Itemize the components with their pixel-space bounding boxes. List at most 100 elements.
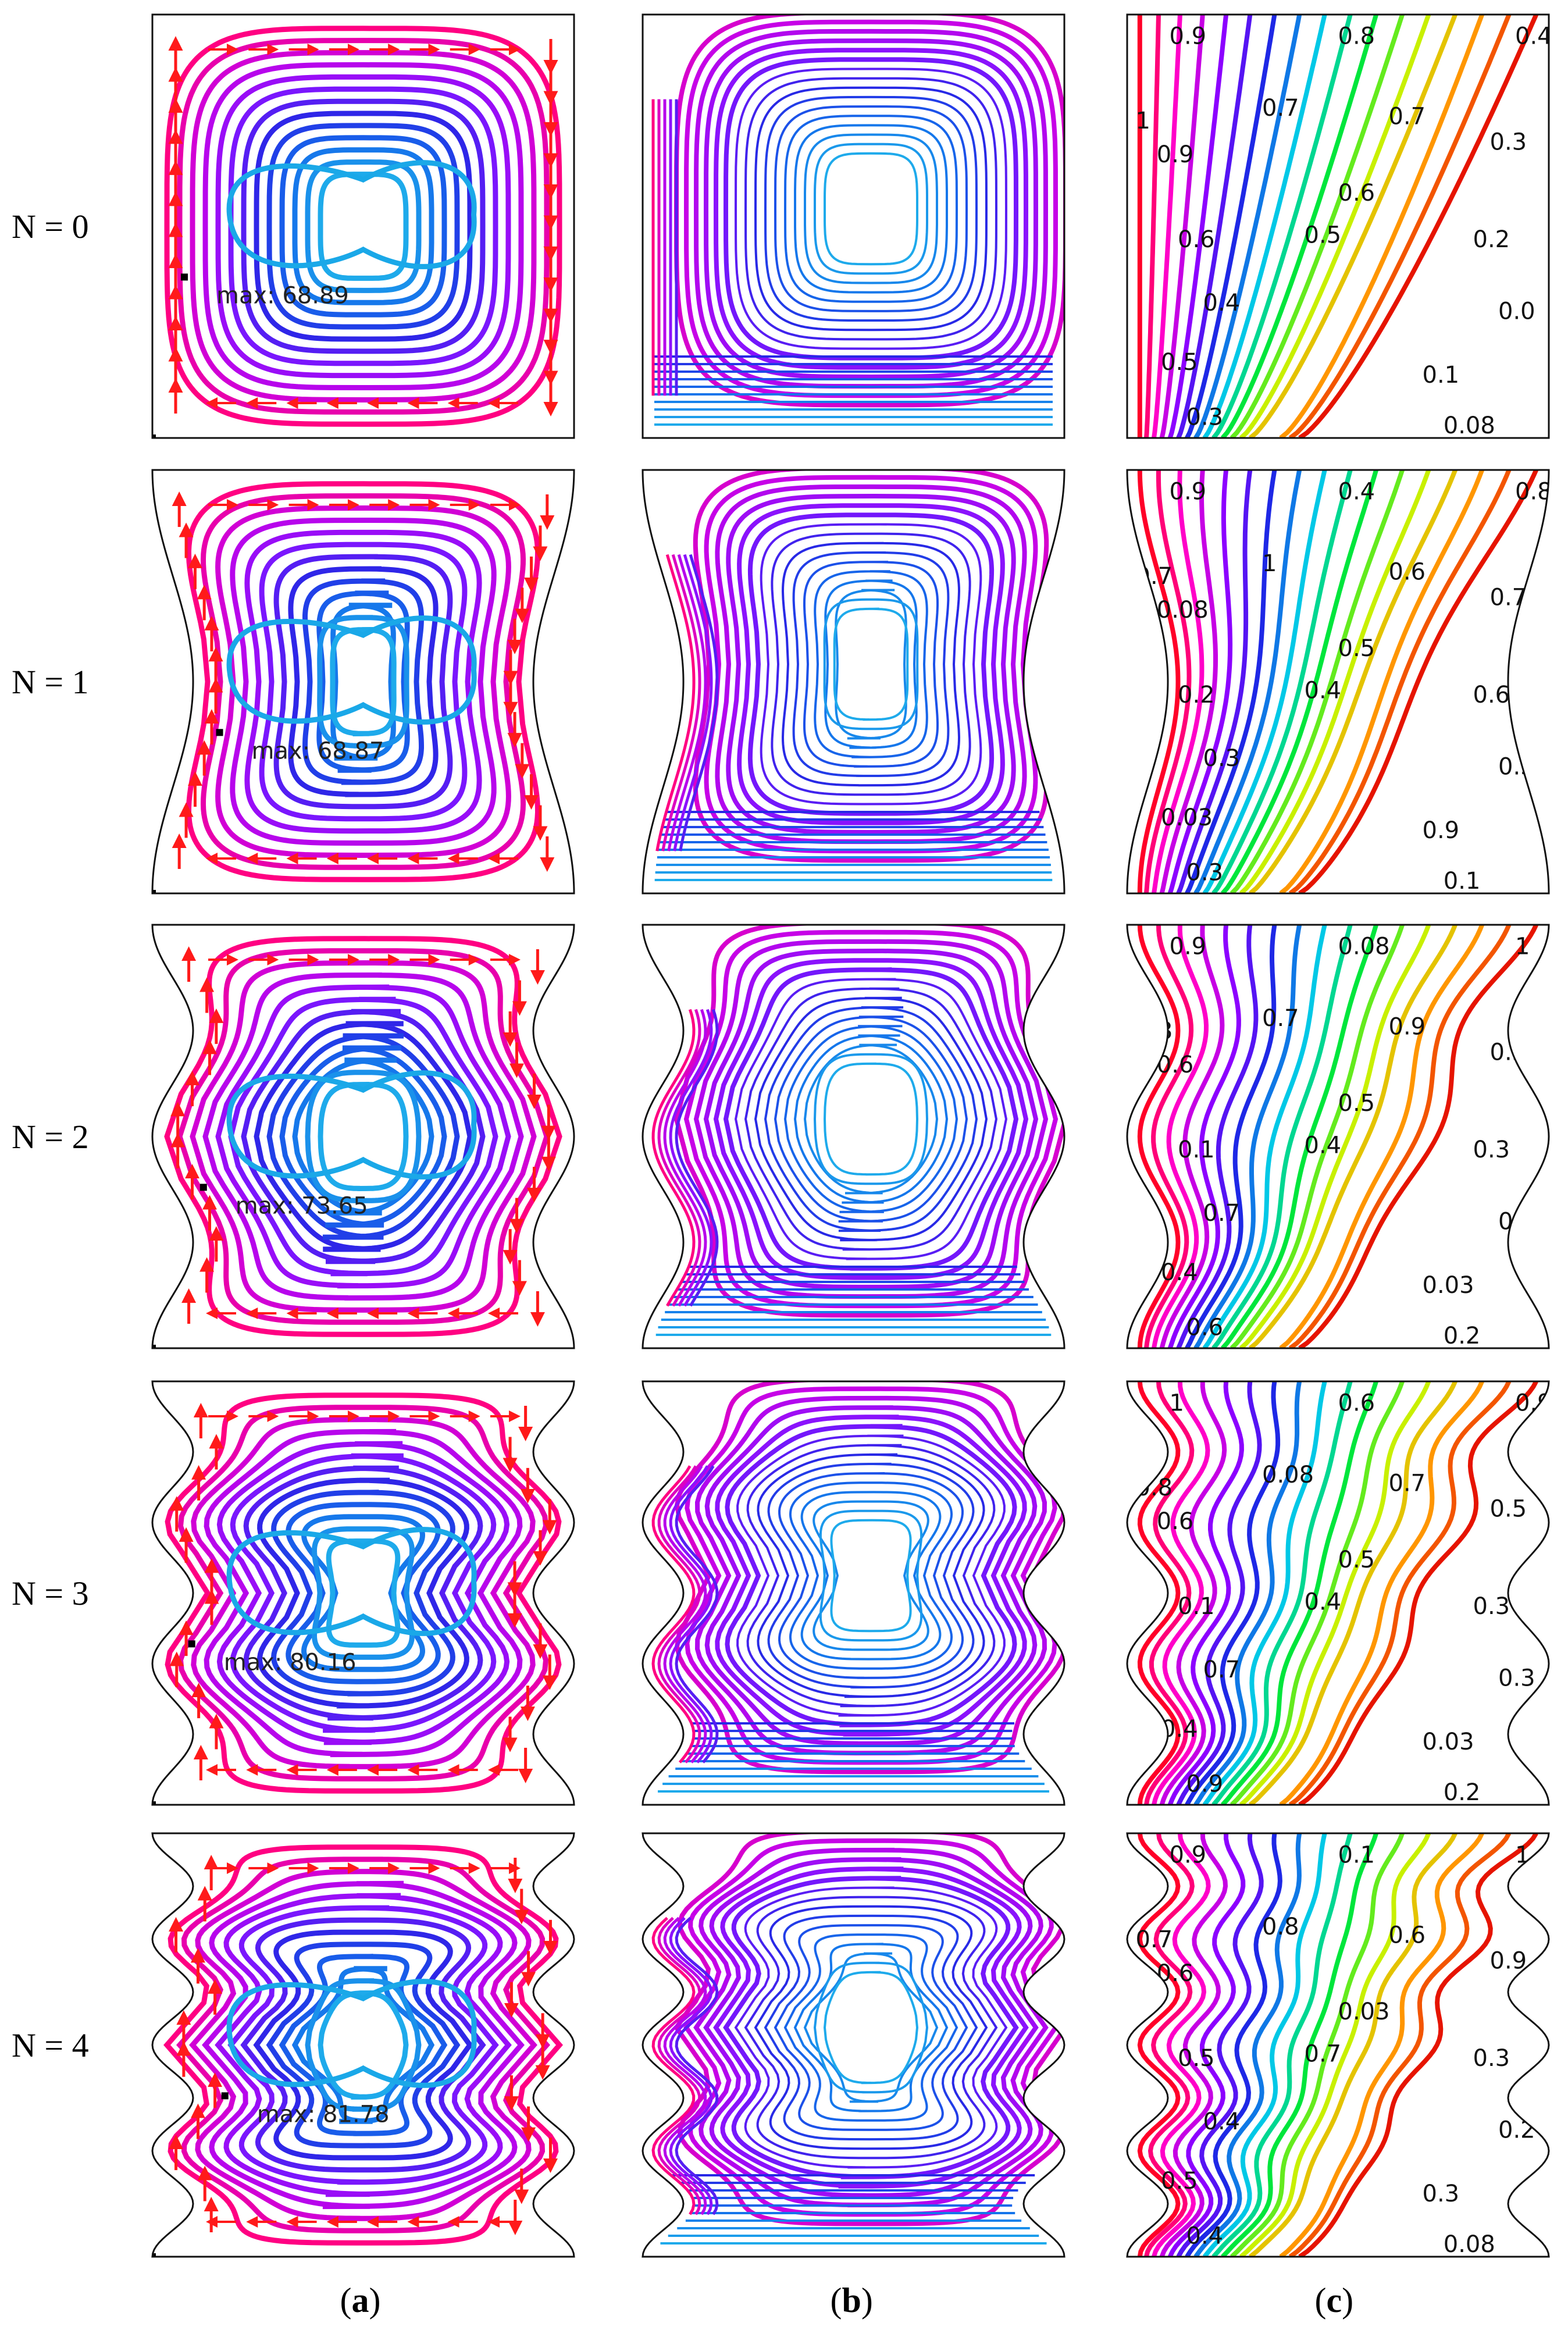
isoline [1239,15,1431,438]
streamline [783,115,958,303]
contour-label: 0.08 [1157,597,1209,624]
streamline [800,1491,942,1661]
streamline [186,481,541,882]
contour-label: 0.7 [1262,95,1299,122]
streamline [651,1009,696,1307]
contour-label: 0.2 [1498,2117,1535,2144]
streamline [754,996,988,1242]
max-marker [216,729,223,736]
contour-label: 0.7 [1389,104,1426,130]
streamline [683,19,1059,398]
isoline [1152,470,1204,893]
isoline [1144,1381,1195,1805]
contour-label: 0.9 [1170,23,1207,49]
isoline [1211,15,1353,438]
isoline [1211,925,1353,1348]
panel-a-row-4: max: 81.78 [152,1844,563,2257]
streamline [703,1857,1039,2198]
streamline [164,26,562,427]
streamline [330,603,396,761]
center-streamline [226,1070,477,1180]
cavity-wall [642,469,1065,895]
isoline [1288,1381,1512,1805]
contour-label: 0.7 [1203,1656,1241,1683]
streamline [266,1033,460,1240]
streamline [286,1502,441,1684]
origin-marker [152,1345,156,1348]
panel-c-row-4: 0.9 0.1 10.7 0.8 0.60.6 0.90.030.5 0.7 0.30.4 0.… [1136,1833,1538,2257]
isoline [1249,1833,1457,2257]
streamline [651,1916,696,2215]
isoline [1159,1833,1228,2257]
panel-b-streamlines [651,925,1064,1336]
contour-label: 0.9 [1423,817,1460,844]
streamline [318,1990,409,2100]
isoline [1230,925,1405,1348]
streamline [819,1509,923,1642]
streamline [215,74,511,379]
panel-a-streamlines: max: 68.87 [152,481,555,893]
streamline [704,1405,1038,1746]
isoline [1298,925,1538,1348]
streamline [266,123,460,330]
contour-label: 0.08 [1338,933,1390,960]
cavity-wall [151,469,575,895]
isoline [1137,1381,1181,1805]
panel-c-isolines: 0.9 0.4 0.80.7 1 0.60.08 0.70.50.2 0.4 0.60.3 0.… [1136,470,1549,893]
isoline [1239,925,1431,1348]
max-marker [181,273,188,281]
isoline [1176,15,1253,438]
streamline [266,1941,461,2149]
panel-b-row-3 [651,1381,1064,1793]
streamline [778,1472,964,1679]
contour-label: 0.9 [1490,1947,1527,1974]
contour-label: 0.6 [1338,180,1375,206]
streamline [253,1929,473,2161]
contour-label: 0.9 [1157,141,1194,168]
streamline [318,172,409,281]
contour-label: 0.5 [1161,2168,1198,2194]
streamline [215,1893,512,2197]
contour-label: 0.1 [1423,362,1460,389]
streamline [675,1916,719,2215]
contour-label: 1 [1136,108,1150,134]
contour-label: 0.6 [1186,1314,1224,1341]
center-streamline [226,1527,477,1636]
max-marker [188,1640,195,1648]
isoline [1176,1833,1264,2257]
contour-label: 0.6 [1389,1922,1426,1949]
streamline [774,105,968,312]
isoline [1221,925,1378,1348]
streamline [291,1966,435,2124]
streamline [792,551,950,777]
isoline [1159,925,1225,1348]
row-label: N = 2 [12,1118,89,1156]
streamline [675,1465,719,1763]
contour-label: 0.03 [1423,1729,1474,1755]
isoline [1279,470,1484,893]
streamline [723,1876,1019,2179]
contour-label: 0.4 [1186,2223,1224,2250]
contour-label: 0.1 [1178,1137,1215,1163]
isoline [1230,1833,1405,2257]
streamline [725,1424,1017,1727]
isoline [1185,15,1277,438]
streamline [301,1514,426,1672]
max-label: max: 81.78 [257,2101,390,2128]
panel-a-row-1: max: 68.87 [152,481,555,893]
panel-a-streamlines: max: 80.16 [152,1392,562,1805]
isoline [1248,15,1457,438]
column-label-a: (a) [340,2281,381,2320]
streamline [715,484,1027,845]
contour-label: 0.5 [1338,635,1375,662]
streamline [703,38,1039,380]
isoline [1159,1381,1227,1805]
streamline [254,1021,473,1252]
contour-label: 0.8 [1262,1914,1299,1940]
isoline [1239,1381,1431,1805]
streamline [804,133,938,284]
streamline [669,1465,713,1763]
isoline [1167,470,1233,893]
isoline [1202,1381,1327,1805]
streamline [694,1395,1047,1756]
